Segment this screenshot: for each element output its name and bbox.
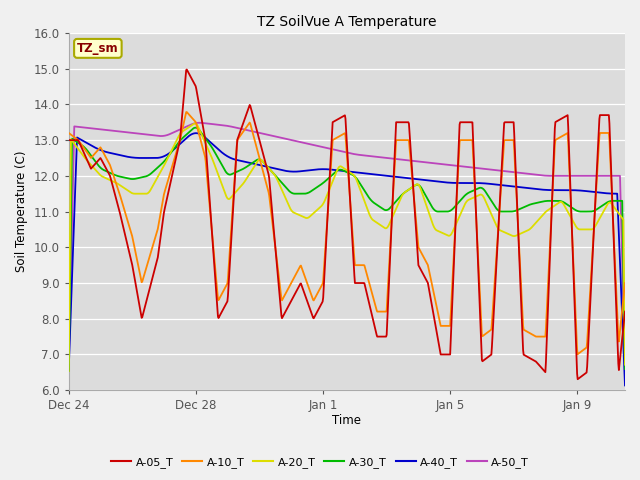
- Title: TZ SoilVue A Temperature: TZ SoilVue A Temperature: [257, 15, 436, 29]
- X-axis label: Time: Time: [332, 414, 362, 427]
- Text: TZ_sm: TZ_sm: [77, 42, 118, 55]
- Legend: A-05_T, A-10_T, A-20_T, A-30_T, A-40_T, A-50_T: A-05_T, A-10_T, A-20_T, A-30_T, A-40_T, …: [107, 452, 533, 472]
- Y-axis label: Soil Temperature (C): Soil Temperature (C): [15, 151, 28, 272]
